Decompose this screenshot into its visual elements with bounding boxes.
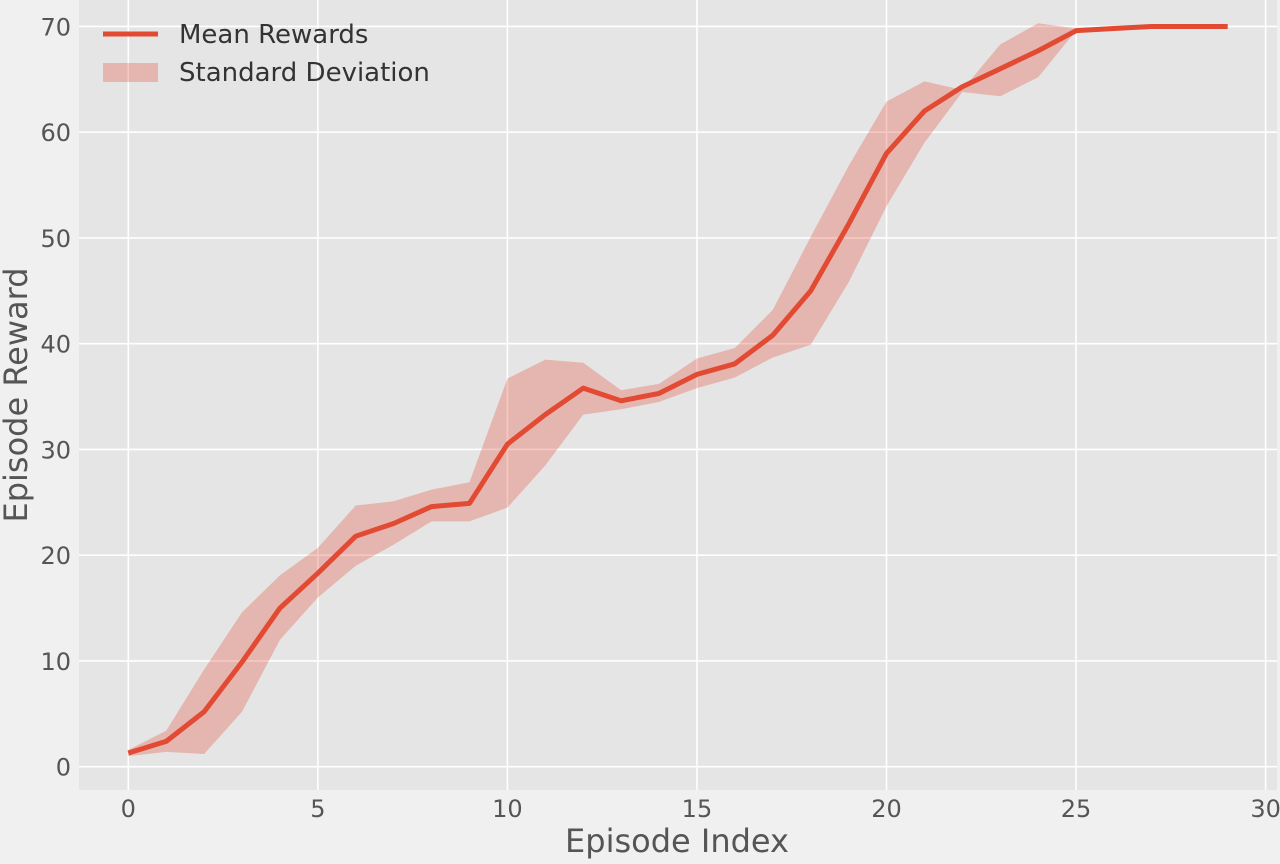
y-tick-label: 40 <box>40 331 71 359</box>
y-tick-label: 0 <box>56 754 71 782</box>
x-tick-label: 30 <box>1250 795 1280 823</box>
y-tick-label: 30 <box>40 436 71 464</box>
y-axis-title: Episode Reward <box>0 267 35 522</box>
band-layer <box>128 23 1228 757</box>
mean-rewards-line <box>127 23 1228 756</box>
legend-swatch-standard-deviation <box>103 63 158 82</box>
y-gridlines <box>79 25 1277 768</box>
x-tick-label: 10 <box>492 795 523 823</box>
standard-deviation-band <box>128 23 1228 757</box>
legend: Mean Rewards Standard Deviation <box>103 20 430 88</box>
x-tick-label: 20 <box>871 795 902 823</box>
legend-label-standard-deviation: Standard Deviation <box>179 58 430 88</box>
y-tick-label: 20 <box>40 542 71 570</box>
y-tick-label: 60 <box>40 119 71 147</box>
x-tick-label: 15 <box>682 795 713 823</box>
x-tick-label: 25 <box>1061 795 1092 823</box>
x-tick-label: 5 <box>310 795 325 823</box>
x-axis-title: Episode Index <box>565 822 789 860</box>
y-tick-labels: 0 10 20 30 40 50 60 70 <box>40 13 71 781</box>
line-layer <box>127 23 1228 756</box>
y-tick-label: 10 <box>40 648 71 676</box>
y-tick-label: 50 <box>40 225 71 253</box>
x-tick-label: 0 <box>121 795 136 823</box>
legend-label-mean-rewards: Mean Rewards <box>179 20 368 50</box>
x-tick-labels: 0 5 10 15 20 25 30 <box>121 795 1280 823</box>
y-tick-label: 70 <box>40 13 71 41</box>
